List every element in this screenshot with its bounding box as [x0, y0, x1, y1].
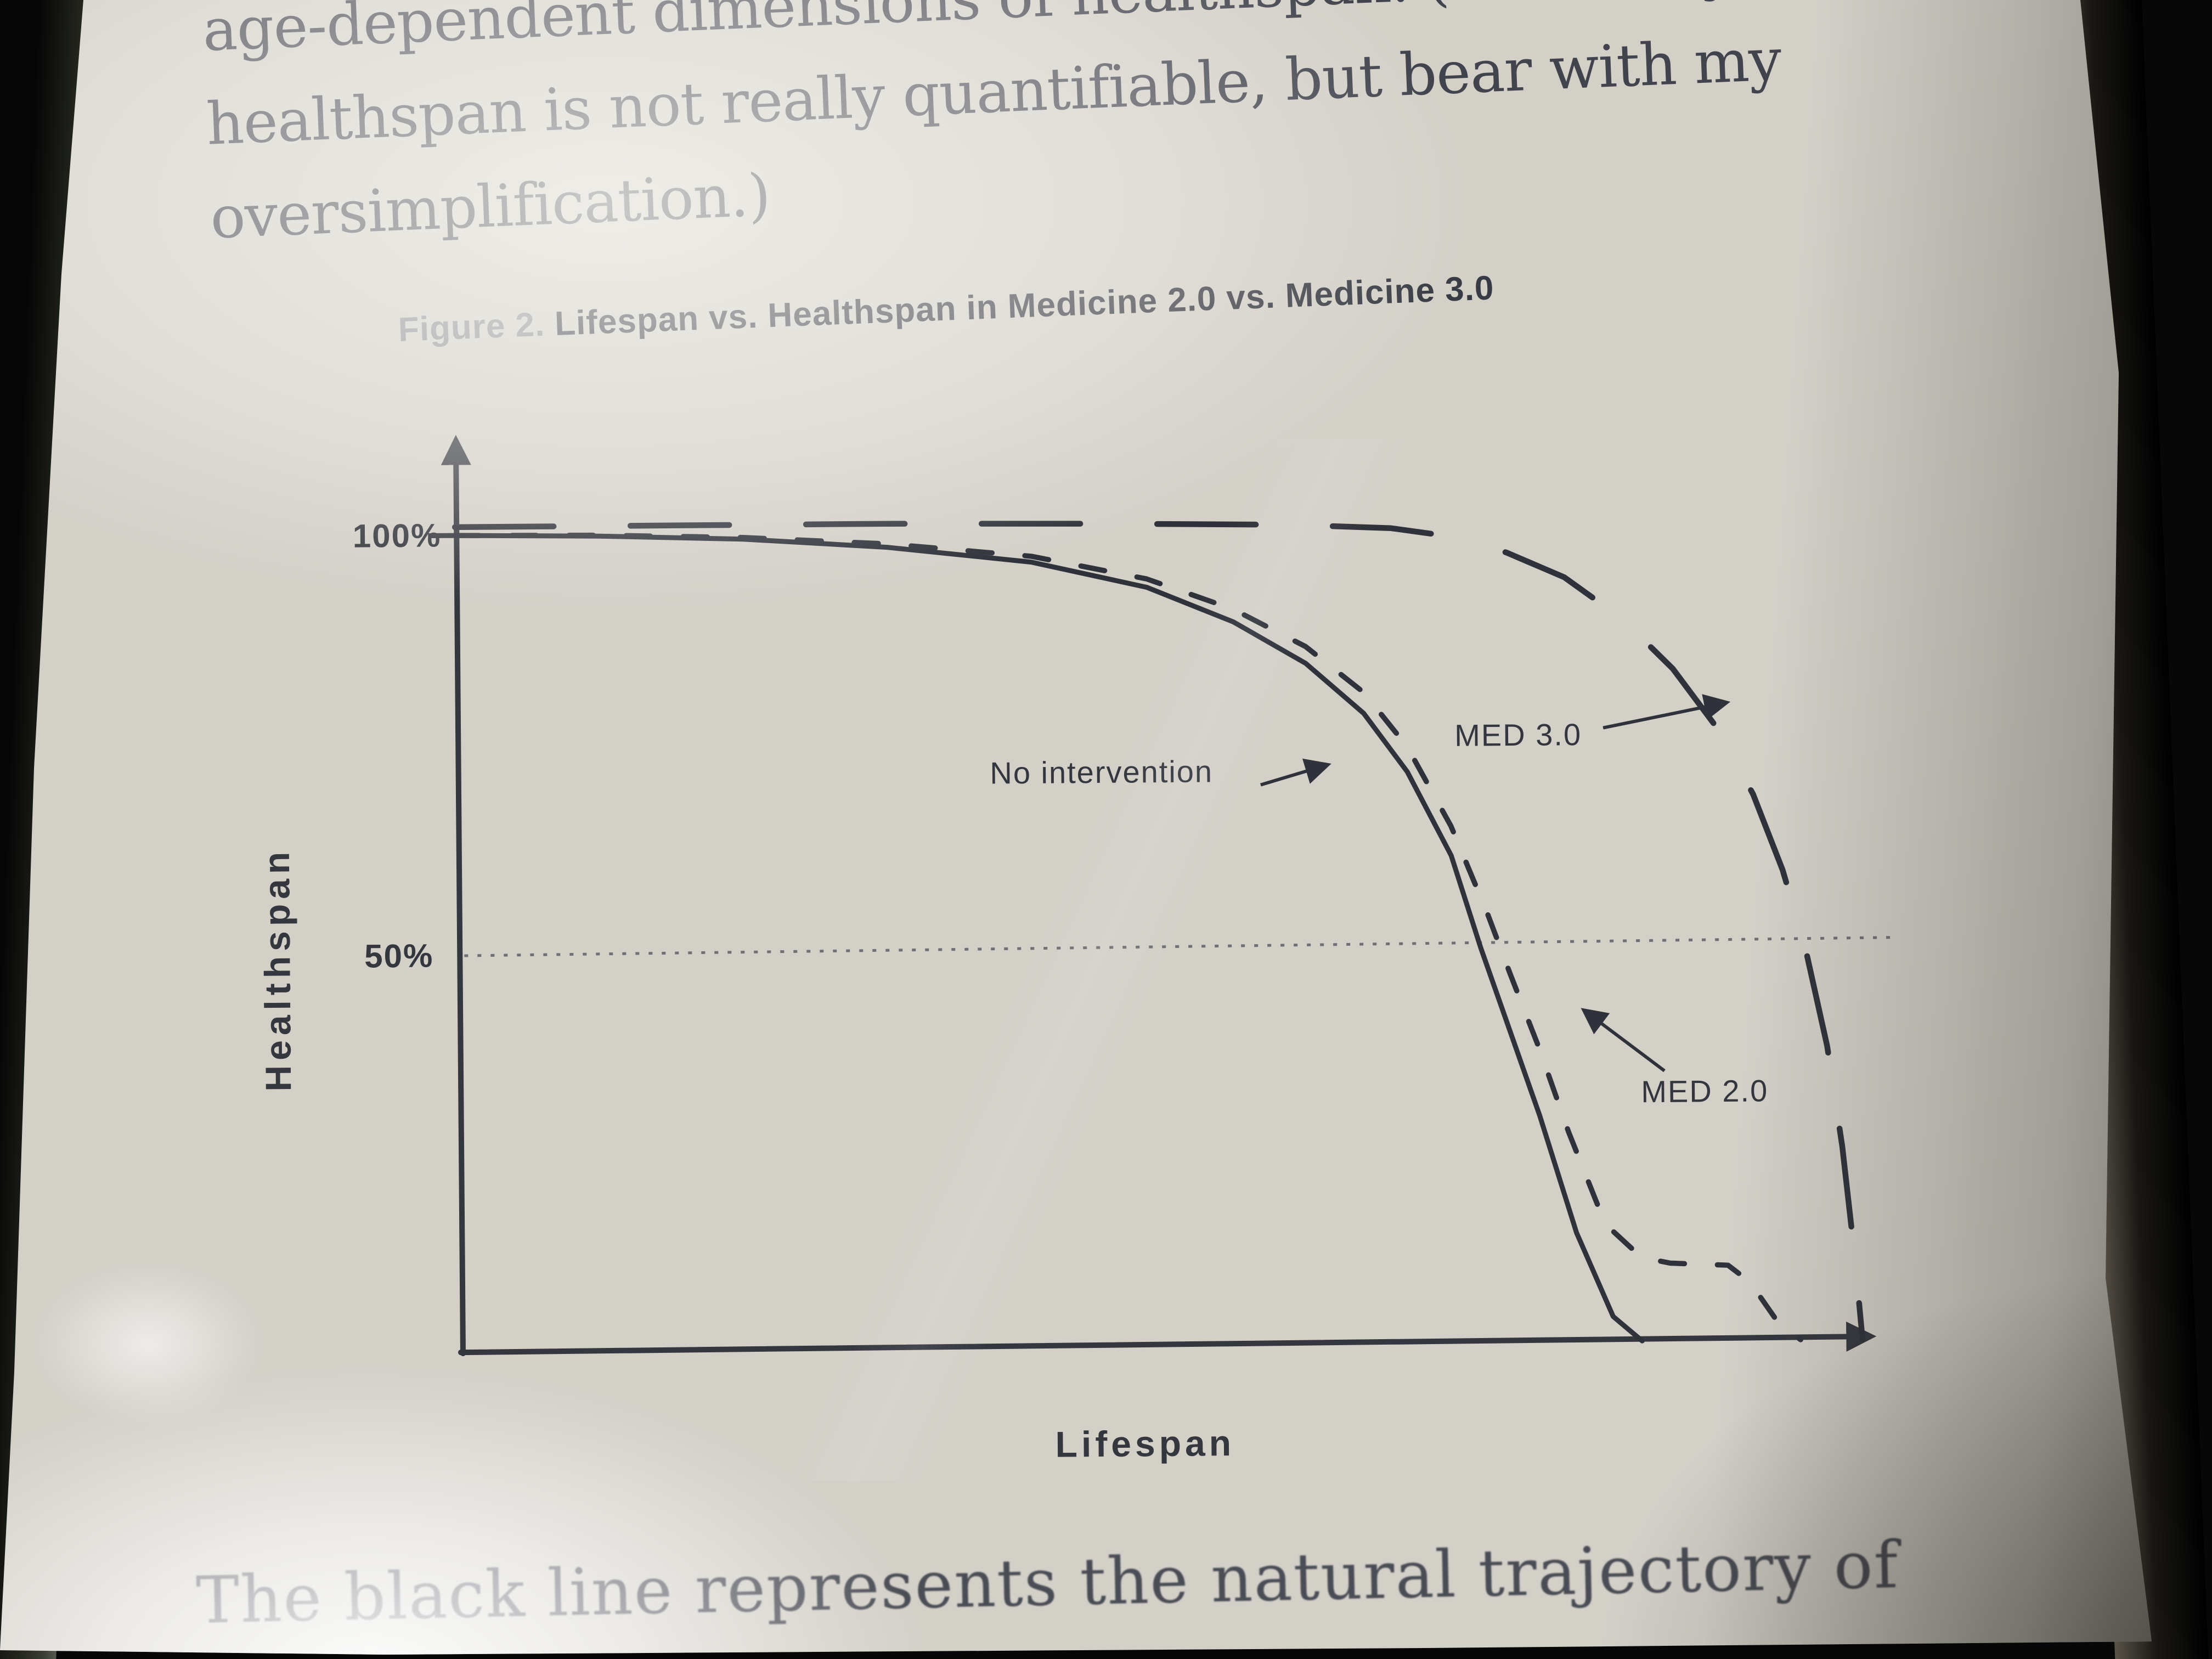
fifty-percent-dotted-line: [464, 936, 1896, 957]
y-tick-label-100: 100%: [352, 517, 442, 555]
curve-med-3-0: [452, 521, 1866, 1342]
x-axis: [458, 1321, 1877, 1356]
curve-med-2-0: [452, 532, 1803, 1342]
y-tick-label-50: 50%: [364, 937, 434, 975]
y-axis-label: Healthspan: [256, 847, 299, 1092]
annotation-med-3-0: MED 3.0: [1454, 717, 1582, 753]
curve-no-intervention: [452, 533, 1645, 1344]
annotation-med-2-0: MED 2.0: [1641, 1073, 1769, 1109]
med-2-0-arrow: [1581, 1008, 1666, 1073]
y-axis: [441, 435, 471, 1357]
x-axis-label: Lifespan: [1055, 1423, 1235, 1465]
annotation-no-intervention: No intervention: [990, 754, 1214, 791]
